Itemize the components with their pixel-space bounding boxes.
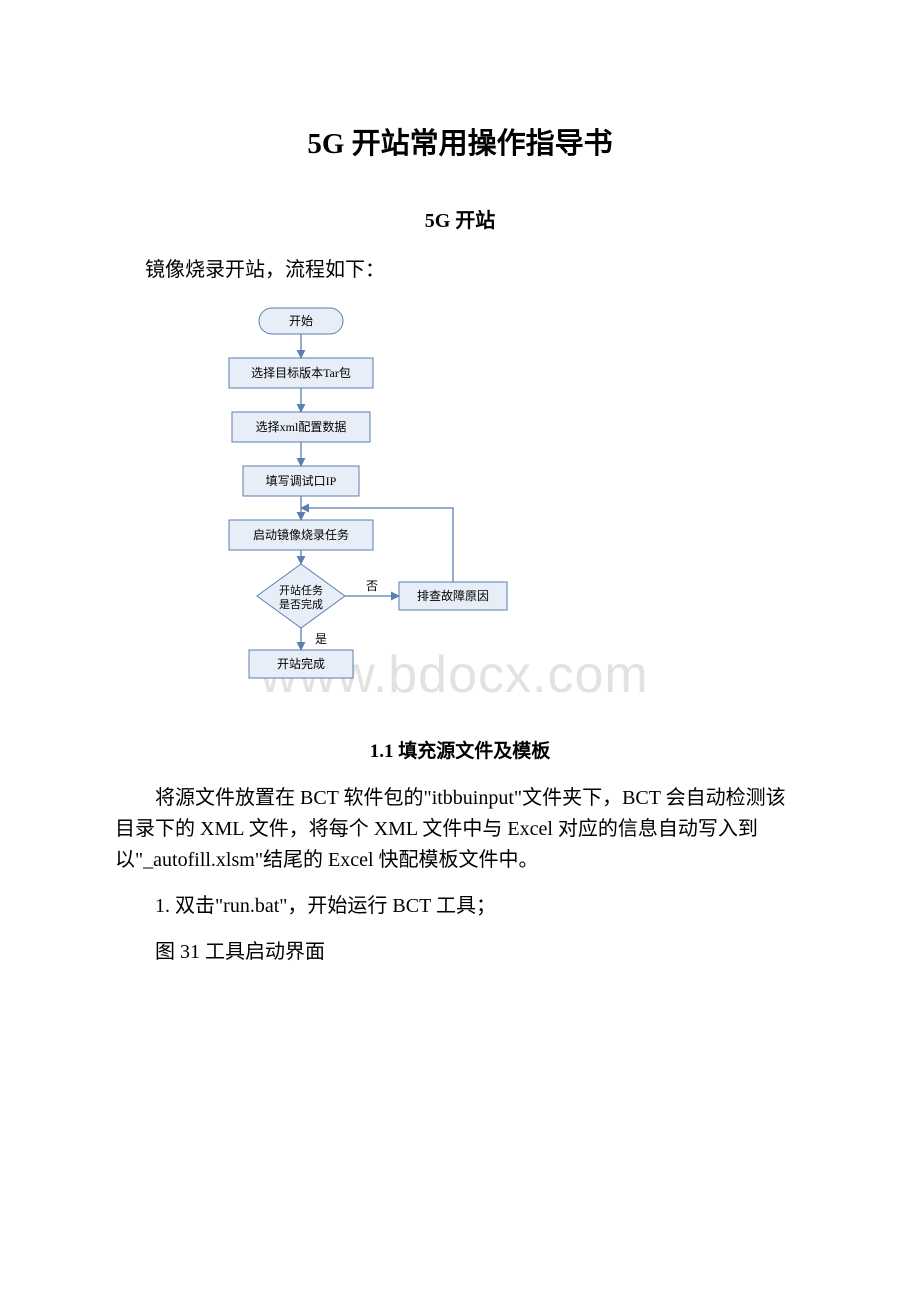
intro-paragraph: 镜像烧录开站，流程如下： bbox=[115, 255, 805, 286]
svg-text:选择目标版本Tar包: 选择目标版本Tar包 bbox=[251, 366, 351, 380]
flowchart-svg: 开始选择目标版本Tar包选择xml配置数据填写调试口IP 启动镜像烧录任务开站任务… bbox=[169, 298, 529, 694]
section-1-1-paragraph: 将源文件放置在 BCT 软件包的"itbbuinput"文件夹下，BCT 会自动… bbox=[115, 783, 805, 876]
step-1-text: 1. 双击"run.bat"，开始运行 BCT 工具； bbox=[115, 890, 805, 922]
svg-text:开站完成: 开站完成 bbox=[277, 656, 325, 671]
svg-text:选择xml配置数据: 选择xml配置数据 bbox=[256, 419, 347, 434]
section-1-1-heading: 1.1 填充源文件及模板 bbox=[115, 736, 805, 763]
svg-text:排查故障原因: 排查故障原因 bbox=[417, 588, 489, 603]
svg-text:开站任务: 开站任务 bbox=[279, 583, 323, 597]
flowchart-container: 开始选择目标版本Tar包选择xml配置数据填写调试口IP 启动镜像烧录任务开站任务… bbox=[169, 298, 805, 694]
svg-text:否: 否 bbox=[366, 579, 378, 593]
svg-text:开始: 开始 bbox=[289, 314, 313, 328]
svg-text:启动镜像烧录任务: 启动镜像烧录任务 bbox=[253, 527, 349, 542]
svg-text:填写调试口IP: 填写调试口IP bbox=[266, 473, 337, 488]
page-title: 5G 开站常用操作指导书 bbox=[115, 120, 805, 162]
page-subtitle: 5G 开站 bbox=[115, 204, 805, 233]
svg-text:是: 是 bbox=[315, 632, 327, 646]
figure-31-caption: 图 31 工具启动界面 bbox=[115, 936, 805, 968]
svg-text:是否完成: 是否完成 bbox=[279, 597, 323, 611]
